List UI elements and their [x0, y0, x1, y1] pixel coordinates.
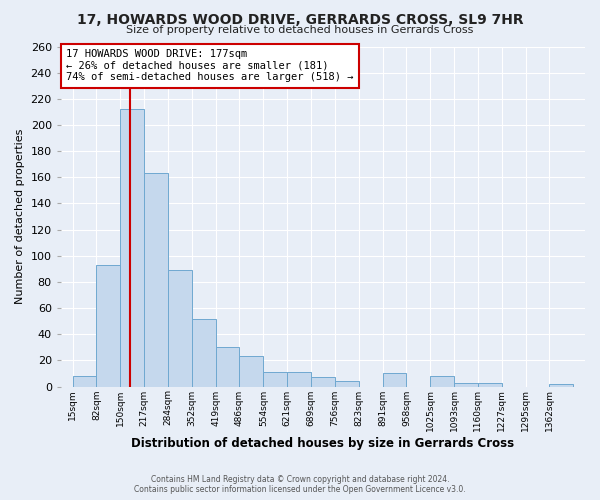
Bar: [97, 265, 120, 386]
Bar: [121, 110, 144, 386]
Bar: [239, 356, 263, 386]
Bar: [263, 372, 287, 386]
Bar: [215, 348, 239, 387]
Text: Contains HM Land Registry data © Crown copyright and database right 2024.
Contai: Contains HM Land Registry data © Crown c…: [134, 474, 466, 494]
Text: 17, HOWARDS WOOD DRIVE, GERRARDS CROSS, SL9 7HR: 17, HOWARDS WOOD DRIVE, GERRARDS CROSS, …: [77, 12, 523, 26]
Bar: [478, 382, 502, 386]
Y-axis label: Number of detached properties: Number of detached properties: [15, 129, 25, 304]
Bar: [335, 382, 359, 386]
Bar: [454, 382, 478, 386]
Bar: [73, 376, 97, 386]
Bar: [144, 174, 168, 386]
Bar: [287, 372, 311, 386]
Bar: [192, 318, 215, 386]
Text: 17 HOWARDS WOOD DRIVE: 177sqm
← 26% of detached houses are smaller (181)
74% of : 17 HOWARDS WOOD DRIVE: 177sqm ← 26% of d…: [66, 49, 353, 82]
Bar: [550, 384, 573, 386]
Bar: [430, 376, 454, 386]
Text: Size of property relative to detached houses in Gerrards Cross: Size of property relative to detached ho…: [127, 25, 473, 35]
Bar: [383, 374, 406, 386]
X-axis label: Distribution of detached houses by size in Gerrards Cross: Distribution of detached houses by size …: [131, 437, 514, 450]
Bar: [168, 270, 191, 386]
Bar: [311, 378, 335, 386]
